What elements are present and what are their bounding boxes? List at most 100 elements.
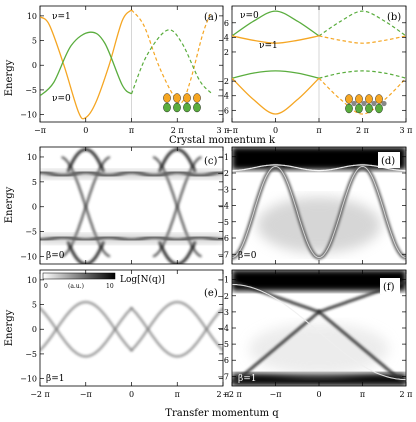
band-dark — [232, 270, 406, 291]
orbital-mid-icon — [371, 100, 377, 107]
x-tick-label: 0 — [316, 390, 321, 399]
orbital-lattice-icon-a — [163, 93, 201, 113]
panel-f-label: (f) — [383, 282, 395, 293]
panel-f-label-bg — [380, 278, 400, 294]
spectral-line — [130, 301, 223, 352]
axis-ticks: −10−50510−6−4−2246−10−50510−7−6−5−4−3−2−… — [20, 6, 412, 399]
x-tick-label: −2 π — [30, 390, 50, 399]
y-tick-label: 5 — [32, 37, 37, 46]
nu0-label-b: ν=0 — [240, 11, 259, 21]
y-tick-label: −4 — [217, 92, 229, 101]
y-tick-label: −2 — [217, 292, 229, 301]
series-1-solid-line — [232, 35, 320, 44]
x-tick-label: π — [175, 390, 180, 399]
y-tick-label: 10 — [27, 276, 37, 285]
y-tick-label: −10 — [20, 375, 37, 384]
orbital-top-icon — [355, 94, 363, 104]
panel-c-bg — [40, 147, 223, 264]
panel-d: (d) β=0 — [231, 146, 407, 265]
panel-e-bg — [40, 270, 223, 386]
y-tick-label: −6 — [217, 234, 229, 243]
y-axis-label-top: Energy — [4, 59, 15, 96]
x-tick-label: −π — [270, 390, 282, 399]
y-tick-label: 5 — [32, 301, 37, 310]
x-tick-label: −π — [34, 126, 46, 135]
panel-c: (c) β=0 — [39, 146, 224, 265]
orbital-top-icon — [193, 93, 201, 103]
series-0-solid-line — [40, 9, 132, 120]
y-tick-label: −6 — [217, 106, 229, 115]
y-tick-label: 2 — [224, 48, 229, 57]
spectral-line — [317, 310, 406, 383]
y-tick-label: 6 — [224, 19, 229, 28]
y-tick-label: −1 — [217, 276, 229, 285]
y-tick-label: −3 — [217, 185, 229, 194]
panel-d-label-bg — [378, 152, 400, 168]
orbital-bottom-icon — [163, 102, 171, 113]
x-tick-label: −2 π — [222, 390, 242, 399]
beta0-label-c: β=0 — [46, 251, 65, 261]
series-0-dashed-line — [318, 10, 406, 37]
orbital-top-icon — [183, 93, 191, 103]
y-tick-label: −7 — [217, 250, 229, 259]
nu1-label-a: ν=1 — [52, 12, 71, 22]
series-1-dashed-line — [318, 35, 406, 44]
y-tick-label: −5 — [25, 228, 37, 237]
orbital-bottom-icon — [365, 103, 373, 114]
y-tick-label: 0 — [32, 203, 37, 212]
orbital-top-icon — [375, 94, 383, 104]
colorbar-unit: (a.u.) — [68, 283, 84, 290]
series-3-dashed-line — [318, 77, 406, 115]
band-shade — [257, 197, 381, 253]
y-tick-label: −6 — [217, 356, 229, 365]
orbital-mid-icon — [361, 100, 367, 107]
y-tick-label: −10 — [20, 253, 37, 262]
x-tick-label: −π — [226, 126, 238, 135]
colorbar-min: 0 — [44, 283, 48, 290]
orbital-top-icon — [173, 93, 181, 103]
y-tick-label: 4 — [224, 33, 229, 42]
panel-b-curves — [232, 6, 406, 122]
x-tick-label: π — [360, 390, 365, 399]
y-tick-label: −4 — [217, 202, 229, 211]
x-tick-label: 0 — [273, 126, 278, 135]
spectral-line — [66, 241, 105, 264]
panel-a-label: (a) — [204, 12, 218, 23]
y-tick-label: −1 — [217, 153, 229, 162]
y-tick-label: 5 — [32, 178, 37, 187]
y-tick-label: −4 — [217, 324, 229, 333]
x-tick-label: 2 π — [217, 390, 230, 399]
colorbar-max: 10 — [106, 283, 114, 290]
x-tick-label: 2 π — [171, 126, 184, 135]
nu0-label-a: ν=0 — [52, 94, 71, 104]
orbital-bottom-icon — [173, 102, 181, 113]
series-3-solid-line — [232, 77, 320, 115]
orbital-top-icon — [163, 93, 171, 103]
orbital-top-icon — [365, 94, 373, 104]
y-tick-label: −7 — [217, 372, 229, 381]
panel-c-label: (c) — [204, 156, 218, 167]
y-tick-label: 0 — [32, 325, 37, 334]
spectral-line — [158, 241, 197, 264]
series-1-dashed-line — [130, 29, 212, 95]
panel-b-label: (b) — [387, 12, 401, 23]
spectral-line — [232, 283, 406, 381]
orbital-mid-icon — [351, 100, 357, 107]
panel-d-heatmap — [232, 147, 406, 260]
orbital-bottom-icon — [193, 102, 201, 113]
panel-c-heatmap — [40, 148, 223, 264]
x-axis-label-top: Crystal momentum k — [169, 135, 276, 146]
y-tick-label: −5 — [25, 350, 37, 359]
orbital-bottom-icon — [345, 103, 353, 114]
panel-a: (a) ν=1 ν=0 — [39, 5, 224, 123]
panel-e-heatmap — [40, 301, 223, 358]
spectral-line — [130, 307, 223, 358]
orbital-top-icon — [345, 94, 353, 104]
x-tick-label: −π — [80, 390, 92, 399]
y-tick-label: 10 — [27, 153, 37, 162]
orbital-bottom-icon — [183, 102, 191, 113]
y-tick-label: −2 — [217, 169, 229, 178]
panel-e-label: (e) — [204, 288, 218, 299]
series-2-solid-line — [232, 70, 320, 79]
